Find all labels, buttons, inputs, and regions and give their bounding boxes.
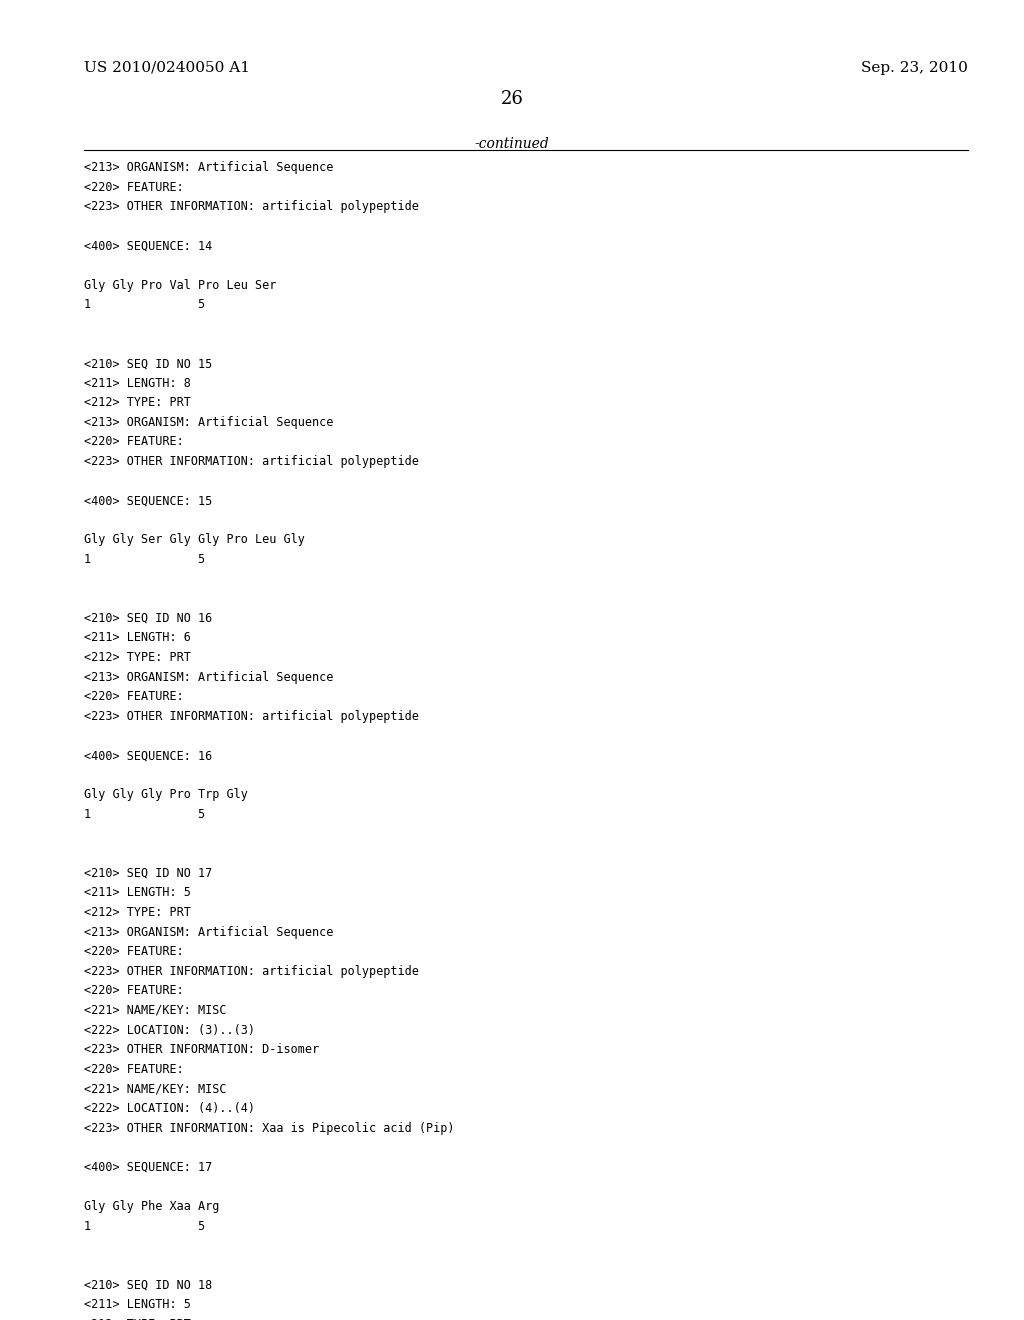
Text: <400> SEQUENCE: 14: <400> SEQUENCE: 14: [84, 239, 212, 252]
Text: <220> FEATURE:: <220> FEATURE:: [84, 1063, 183, 1076]
Text: <222> LOCATION: (4)..(4): <222> LOCATION: (4)..(4): [84, 1102, 255, 1115]
Text: <223> OTHER INFORMATION: D-isomer: <223> OTHER INFORMATION: D-isomer: [84, 1043, 319, 1056]
Text: <213> ORGANISM: Artificial Sequence: <213> ORGANISM: Artificial Sequence: [84, 925, 334, 939]
Text: -continued: -continued: [475, 137, 549, 152]
Text: <211> LENGTH: 8: <211> LENGTH: 8: [84, 376, 190, 389]
Text: 26: 26: [501, 90, 523, 108]
Text: 1               5: 1 5: [84, 298, 205, 312]
Text: Gly Gly Gly Pro Trp Gly: Gly Gly Gly Pro Trp Gly: [84, 788, 248, 801]
Text: <211> LENGTH: 6: <211> LENGTH: 6: [84, 631, 190, 644]
Text: <400> SEQUENCE: 16: <400> SEQUENCE: 16: [84, 750, 212, 762]
Text: <223> OTHER INFORMATION: artificial polypeptide: <223> OTHER INFORMATION: artificial poly…: [84, 965, 419, 978]
Text: <221> NAME/KEY: MISC: <221> NAME/KEY: MISC: [84, 1082, 226, 1096]
Text: <220> FEATURE:: <220> FEATURE:: [84, 181, 183, 194]
Text: <220> FEATURE:: <220> FEATURE:: [84, 945, 183, 958]
Text: <212> TYPE: PRT: <212> TYPE: PRT: [84, 1317, 190, 1320]
Text: <220> FEATURE:: <220> FEATURE:: [84, 690, 183, 704]
Text: <212> TYPE: PRT: <212> TYPE: PRT: [84, 651, 190, 664]
Text: <223> OTHER INFORMATION: artificial polypeptide: <223> OTHER INFORMATION: artificial poly…: [84, 201, 419, 214]
Text: <213> ORGANISM: Artificial Sequence: <213> ORGANISM: Artificial Sequence: [84, 671, 334, 684]
Text: <400> SEQUENCE: 17: <400> SEQUENCE: 17: [84, 1160, 212, 1173]
Text: 1               5: 1 5: [84, 1220, 205, 1233]
Text: Gly Gly Ser Gly Gly Pro Leu Gly: Gly Gly Ser Gly Gly Pro Leu Gly: [84, 533, 305, 546]
Text: <213> ORGANISM: Artificial Sequence: <213> ORGANISM: Artificial Sequence: [84, 161, 334, 174]
Text: <210> SEQ ID NO 18: <210> SEQ ID NO 18: [84, 1278, 212, 1291]
Text: Gly Gly Phe Xaa Arg: Gly Gly Phe Xaa Arg: [84, 1200, 219, 1213]
Text: <211> LENGTH: 5: <211> LENGTH: 5: [84, 886, 190, 899]
Text: <400> SEQUENCE: 15: <400> SEQUENCE: 15: [84, 494, 212, 507]
Text: <222> LOCATION: (3)..(3): <222> LOCATION: (3)..(3): [84, 1023, 255, 1036]
Text: <210> SEQ ID NO 15: <210> SEQ ID NO 15: [84, 358, 212, 370]
Text: <211> LENGTH: 5: <211> LENGTH: 5: [84, 1298, 190, 1311]
Text: <223> OTHER INFORMATION: artificial polypeptide: <223> OTHER INFORMATION: artificial poly…: [84, 710, 419, 723]
Text: Sep. 23, 2010: Sep. 23, 2010: [861, 61, 968, 75]
Text: <213> ORGANISM: Artificial Sequence: <213> ORGANISM: Artificial Sequence: [84, 416, 334, 429]
Text: <221> NAME/KEY: MISC: <221> NAME/KEY: MISC: [84, 1005, 226, 1016]
Text: <212> TYPE: PRT: <212> TYPE: PRT: [84, 906, 190, 919]
Text: <220> FEATURE:: <220> FEATURE:: [84, 436, 183, 449]
Text: 1               5: 1 5: [84, 553, 205, 566]
Text: <223> OTHER INFORMATION: artificial polypeptide: <223> OTHER INFORMATION: artificial poly…: [84, 455, 419, 469]
Text: <210> SEQ ID NO 17: <210> SEQ ID NO 17: [84, 867, 212, 879]
Text: Gly Gly Pro Val Pro Leu Ser: Gly Gly Pro Val Pro Leu Ser: [84, 279, 276, 292]
Text: <210> SEQ ID NO 16: <210> SEQ ID NO 16: [84, 612, 212, 624]
Text: <220> FEATURE:: <220> FEATURE:: [84, 985, 183, 998]
Text: US 2010/0240050 A1: US 2010/0240050 A1: [84, 61, 250, 75]
Text: 1               5: 1 5: [84, 808, 205, 821]
Text: <223> OTHER INFORMATION: Xaa is Pipecolic acid (Pip): <223> OTHER INFORMATION: Xaa is Pipecoli…: [84, 1122, 455, 1134]
Text: <212> TYPE: PRT: <212> TYPE: PRT: [84, 396, 190, 409]
